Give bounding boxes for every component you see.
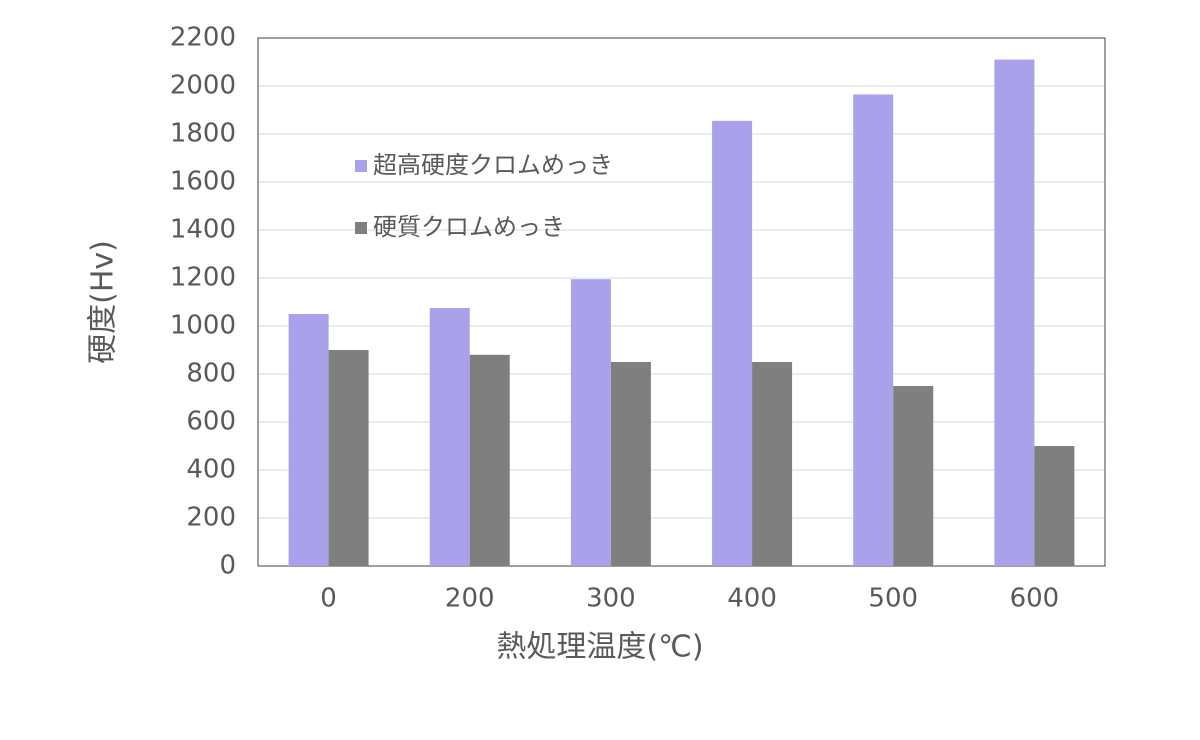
bar [712, 120, 753, 567]
bar [469, 354, 510, 566]
bar [893, 386, 934, 566]
bar [288, 314, 329, 566]
y-axis-title: 硬度(Hv) [86, 240, 121, 364]
y-tick-label: 2000 [170, 71, 236, 101]
x-tick-label: 500 [868, 584, 918, 614]
y-tick-label: 0 [219, 551, 236, 581]
bar [429, 308, 470, 566]
bar [994, 59, 1035, 566]
legend-label: 硬質クロムめっき [373, 213, 565, 241]
legend-label: 超高硬度クロムめっき [373, 151, 613, 179]
y-tick-label: 1600 [170, 167, 236, 197]
bar [853, 94, 894, 567]
y-tick-label: 1400 [170, 215, 236, 245]
plot-frame [257, 37, 1106, 567]
bar [1034, 446, 1075, 566]
bar [328, 350, 369, 566]
bar [752, 362, 793, 566]
bar [570, 279, 611, 566]
x-tick-label: 300 [586, 584, 636, 614]
x-axis-title: 熱処理温度(℃) [496, 630, 703, 665]
y-tick-label: 600 [186, 407, 236, 437]
x-tick-label: 0 [320, 584, 337, 614]
y-tick-label: 800 [186, 359, 236, 389]
y-tick-label: 1800 [170, 119, 236, 149]
legend-swatch [355, 160, 367, 172]
y-tick-label: 2200 [170, 23, 236, 53]
x-tick-label: 200 [445, 584, 495, 614]
y-tick-label: 400 [186, 455, 236, 485]
y-tick-label: 1200 [170, 263, 236, 293]
x-tick-label: 600 [1010, 584, 1060, 614]
bar [610, 362, 651, 566]
y-tick-label: 200 [186, 503, 236, 533]
y-tick-label: 1000 [170, 311, 236, 341]
legend-swatch [355, 222, 367, 234]
x-tick-label: 400 [727, 584, 777, 614]
